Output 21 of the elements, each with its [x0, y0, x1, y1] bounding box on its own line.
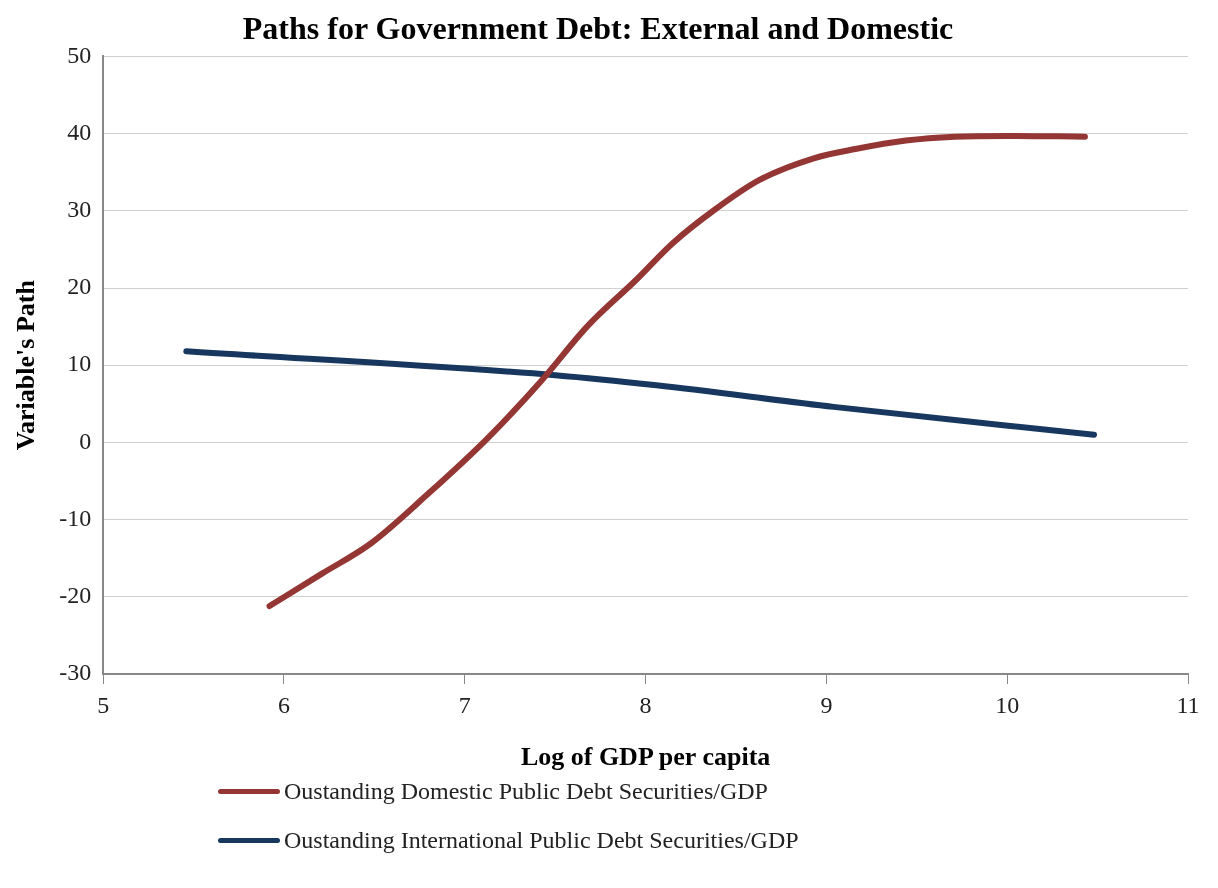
y-tick-label: 0 — [79, 427, 92, 454]
y-tick-label: -20 — [59, 582, 92, 609]
y-tick-label: 20 — [67, 273, 92, 300]
y-tick-label: 50 — [67, 41, 92, 68]
x-tick-label: 6 — [277, 691, 290, 718]
y-tick-label: -10 — [59, 504, 92, 531]
x-tick-label: 8 — [639, 691, 652, 718]
chart-title: Paths for Government Debt: External and Domestic — [242, 10, 954, 47]
x-tick-label: 7 — [458, 691, 471, 718]
y-tick-label: 30 — [67, 196, 92, 223]
y-axis-title: Variable's Path — [11, 279, 41, 451]
y-tick-label: -30 — [59, 659, 92, 686]
x-tick-label: 10 — [995, 691, 1020, 718]
x-tick-label: 5 — [97, 691, 110, 718]
y-tick-label: 40 — [67, 118, 92, 145]
x-tick-label: 9 — [820, 691, 833, 718]
legend-label: Oustanding International Public Debt Securities/GDP — [284, 827, 799, 854]
x-axis-title: Log of GDP per capita — [520, 742, 771, 772]
y-tick-label: 10 — [67, 350, 92, 377]
x-tick-label: 11 — [1176, 691, 1200, 718]
legend-label: Oustanding Domestic Public Debt Securities/GDP — [284, 778, 768, 805]
